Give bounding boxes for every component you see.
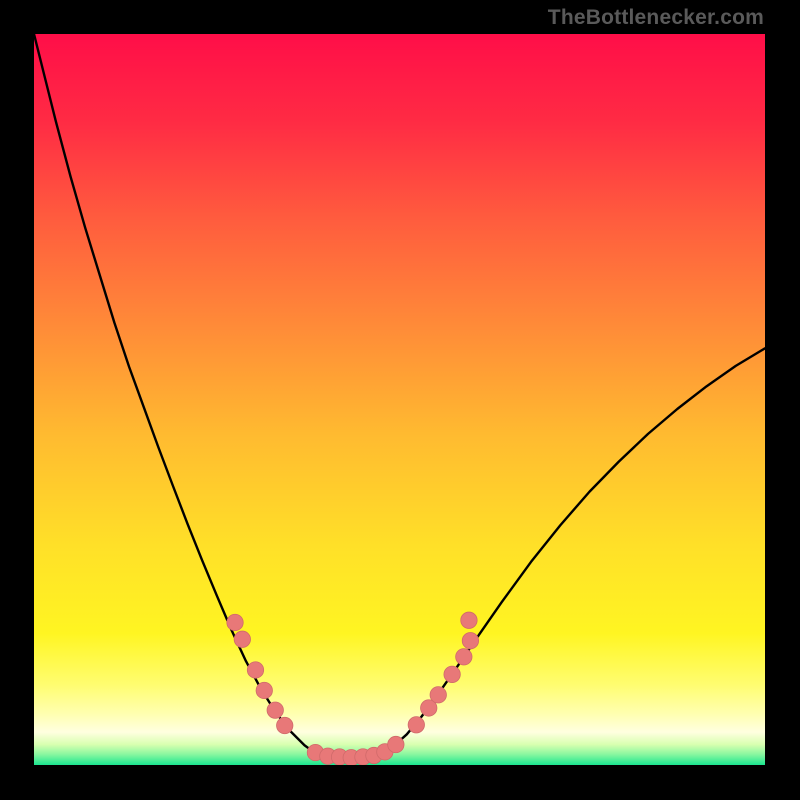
data-marker <box>388 736 404 752</box>
data-marker <box>256 682 272 698</box>
plot-area <box>34 34 765 765</box>
data-marker <box>462 633 478 649</box>
data-marker <box>234 631 250 647</box>
data-marker <box>461 612 477 628</box>
bottleneck-curve <box>34 34 765 758</box>
marker-group <box>227 612 479 765</box>
data-marker <box>267 702 283 718</box>
data-marker <box>227 614 243 630</box>
data-marker <box>456 649 472 665</box>
data-marker <box>277 717 293 733</box>
data-marker <box>430 687 446 703</box>
data-marker <box>408 717 424 733</box>
curve-overlay <box>34 34 765 765</box>
data-marker <box>444 666 460 682</box>
chart-frame: TheBottlenecker.com <box>0 0 800 800</box>
data-marker <box>247 662 263 678</box>
watermark-text: TheBottlenecker.com <box>548 6 764 30</box>
